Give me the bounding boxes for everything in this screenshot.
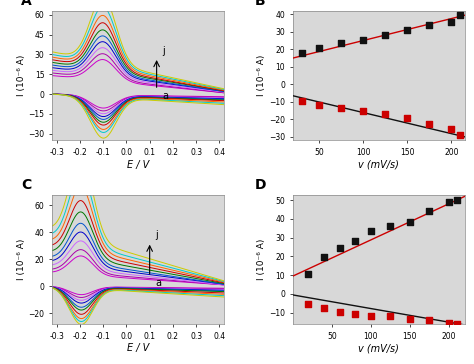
- Point: [426, 121, 433, 127]
- Text: a: a: [163, 91, 168, 102]
- Point: [298, 50, 305, 56]
- Text: j: j: [155, 230, 158, 240]
- Point: [386, 223, 394, 229]
- Point: [426, 22, 433, 28]
- Point: [367, 228, 374, 234]
- Point: [382, 32, 389, 37]
- Point: [453, 197, 461, 203]
- Point: [445, 320, 453, 326]
- Y-axis label: I (10⁻⁶ A): I (10⁻⁶ A): [17, 238, 26, 280]
- Text: j: j: [163, 46, 165, 56]
- Y-axis label: I (10⁻⁶ A): I (10⁻⁶ A): [17, 55, 26, 96]
- Text: a: a: [155, 278, 162, 288]
- Point: [426, 317, 433, 323]
- X-axis label: E / V: E / V: [127, 343, 149, 353]
- Text: D: D: [255, 178, 266, 192]
- Point: [359, 108, 367, 114]
- Point: [298, 98, 305, 104]
- X-axis label: v (mV/s): v (mV/s): [358, 160, 399, 170]
- Point: [367, 313, 374, 318]
- Y-axis label: I (10⁻⁶ A): I (10⁻⁶ A): [257, 238, 266, 280]
- X-axis label: v (mV/s): v (mV/s): [358, 343, 399, 353]
- Point: [336, 309, 343, 315]
- Point: [406, 316, 414, 322]
- Y-axis label: I (10⁻⁶ A): I (10⁻⁶ A): [257, 55, 266, 96]
- Text: A: A: [21, 0, 32, 8]
- Point: [447, 19, 455, 25]
- Point: [426, 209, 433, 214]
- Point: [359, 37, 367, 43]
- Point: [456, 132, 464, 138]
- Point: [453, 321, 461, 327]
- Point: [447, 126, 455, 132]
- Point: [315, 45, 323, 51]
- Point: [351, 238, 359, 244]
- Point: [337, 40, 345, 46]
- Point: [336, 245, 343, 251]
- Point: [386, 313, 394, 319]
- Point: [445, 199, 453, 205]
- X-axis label: E / V: E / V: [127, 160, 149, 170]
- Point: [320, 254, 328, 260]
- Point: [456, 12, 464, 18]
- Point: [304, 301, 312, 307]
- Point: [382, 111, 389, 117]
- Point: [304, 272, 312, 277]
- Point: [403, 27, 411, 33]
- Text: B: B: [255, 0, 265, 8]
- Point: [406, 219, 414, 225]
- Point: [351, 311, 359, 317]
- Text: C: C: [21, 178, 31, 192]
- Point: [403, 115, 411, 121]
- Point: [315, 102, 323, 108]
- Point: [320, 305, 328, 311]
- Point: [337, 105, 345, 111]
